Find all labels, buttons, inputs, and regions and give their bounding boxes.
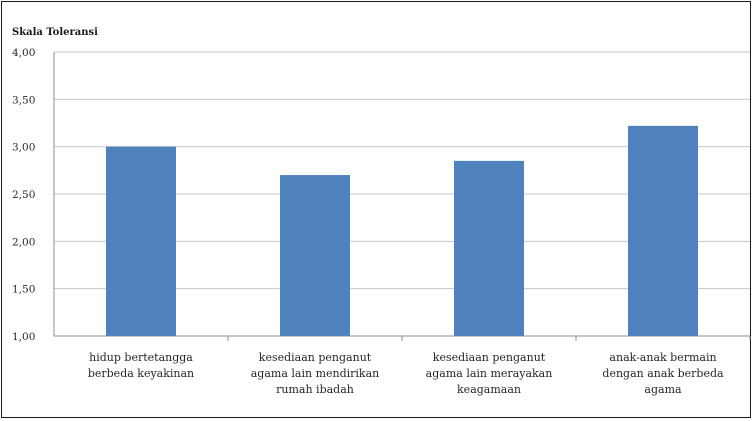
category-label: hidup bertetangga berbeda keyakinan xyxy=(88,351,194,380)
y-tick-label: 1,00 xyxy=(12,331,35,343)
category-label-line: keagamaan xyxy=(457,383,521,396)
y-tick-label: 3,50 xyxy=(12,94,35,106)
bar xyxy=(106,146,176,336)
y-tick-label: 4,00 xyxy=(12,47,35,59)
category-label: kesediaan penganut agama lain mendirikan r… xyxy=(251,351,380,396)
y-tick-label: 3,00 xyxy=(12,142,35,154)
category-label-line: agama xyxy=(644,383,682,396)
y-tick-label: 1,50 xyxy=(12,284,35,296)
category-label-line: kesediaan penganut xyxy=(433,351,546,364)
y-axis-ticks: 1,00 1,50 2,00 2,50 3,00 3,50 4,00 xyxy=(12,47,35,343)
category-label-line: dengan anak berbeda xyxy=(602,367,724,380)
bar xyxy=(628,125,698,336)
category-label-line: agama lain merayakan xyxy=(426,367,553,380)
category-label-line: kesediaan penganut xyxy=(259,351,372,364)
category-label: anak-anak bermain dengan anak berbeda agam… xyxy=(602,351,724,396)
bar xyxy=(280,175,350,336)
category-label-line: agama lain mendirikan xyxy=(251,367,380,380)
bar xyxy=(454,160,524,336)
category-label-line: berbeda keyakinan xyxy=(88,367,194,380)
category-label-line: rumah ibadah xyxy=(276,383,354,396)
category-label: kesediaan penganut agama lain merayakan ke… xyxy=(426,351,553,396)
category-label-line: anak-anak bermain xyxy=(609,351,716,364)
bars xyxy=(106,125,698,336)
y-tick-label: 2,00 xyxy=(12,236,35,248)
y-axis-title: Skala Toleransi xyxy=(12,27,98,38)
y-tick-label: 2,50 xyxy=(12,189,35,201)
category-label-line: hidup bertetangga xyxy=(89,351,193,364)
x-axis-categories: hidup bertetangga berbeda keyakinan kesedi… xyxy=(88,351,724,396)
